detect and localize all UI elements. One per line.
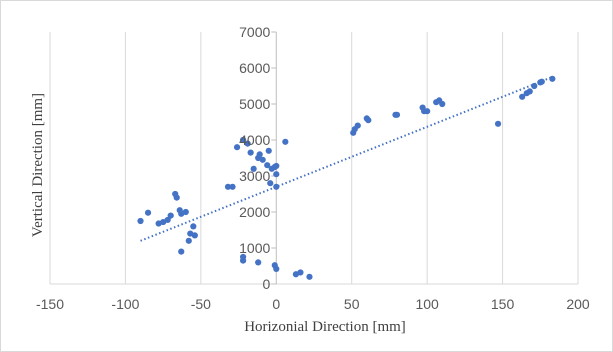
data-point	[190, 223, 197, 230]
data-point	[247, 149, 254, 156]
x-tick-label: 150	[491, 296, 515, 312]
data-point	[393, 111, 401, 118]
data-point	[282, 138, 289, 145]
data-point	[549, 75, 556, 82]
data-point	[167, 212, 174, 219]
data-point	[239, 257, 247, 264]
data-point	[164, 216, 171, 224]
y-tick-label: 3000	[239, 168, 270, 184]
data-point	[185, 237, 192, 244]
data-point	[178, 248, 185, 255]
data-point	[354, 122, 361, 129]
data-point	[264, 162, 271, 169]
data-point	[265, 147, 272, 154]
trend-layer	[140, 76, 553, 242]
data-point	[538, 78, 545, 85]
point-layer	[137, 75, 556, 280]
data-point	[526, 88, 533, 95]
trendline	[140, 76, 553, 242]
data-point	[267, 180, 274, 187]
data-point	[255, 259, 262, 266]
data-point	[273, 265, 280, 272]
data-point	[365, 117, 372, 124]
data-point	[244, 140, 251, 147]
data-point	[424, 108, 431, 115]
data-point	[273, 162, 280, 170]
x-tick-label: 50	[344, 296, 360, 312]
data-point	[297, 269, 304, 276]
data-point	[239, 136, 247, 144]
y-tick-label: 4000	[239, 132, 270, 148]
data-point	[273, 171, 280, 178]
data-point	[233, 144, 241, 151]
data-point	[273, 183, 280, 190]
grid-layer	[49, 31, 579, 285]
y-tick-label: 0	[262, 276, 270, 292]
x-tick-label: 100	[415, 296, 439, 312]
x-tick-label: -100	[111, 296, 139, 312]
x-tick-label: 0	[272, 296, 280, 312]
data-point	[182, 208, 189, 216]
data-point	[531, 82, 538, 90]
y-tick-label: 1000	[239, 240, 270, 256]
data-point	[494, 120, 502, 127]
data-point	[306, 273, 313, 280]
data-point	[137, 217, 144, 225]
tick-layer: -150 -100 -50 0 50 100 150 20001000200030004000…	[36, 24, 590, 312]
y-tick-label: 5000	[239, 96, 270, 112]
data-point	[229, 183, 236, 190]
y-tick-label: 6000	[239, 60, 270, 76]
data-point	[259, 156, 266, 163]
x-axis-title: Horizonial Direction [mm]	[244, 319, 406, 335]
x-tick-label: 200	[566, 296, 590, 312]
data-point	[173, 194, 180, 201]
x-tick-label: -150	[36, 296, 64, 312]
data-point	[191, 232, 198, 239]
x-tick-label: -50	[191, 296, 211, 312]
data-point	[256, 151, 263, 158]
data-point	[439, 100, 446, 108]
data-point	[250, 165, 257, 172]
data-point	[519, 93, 526, 100]
y-tick-label: 7000	[239, 24, 270, 40]
y-tick-label: 2000	[239, 204, 270, 220]
data-point	[224, 183, 232, 190]
data-point	[144, 209, 152, 216]
y-axis-title: Vertical Direction [mm]	[30, 93, 46, 237]
